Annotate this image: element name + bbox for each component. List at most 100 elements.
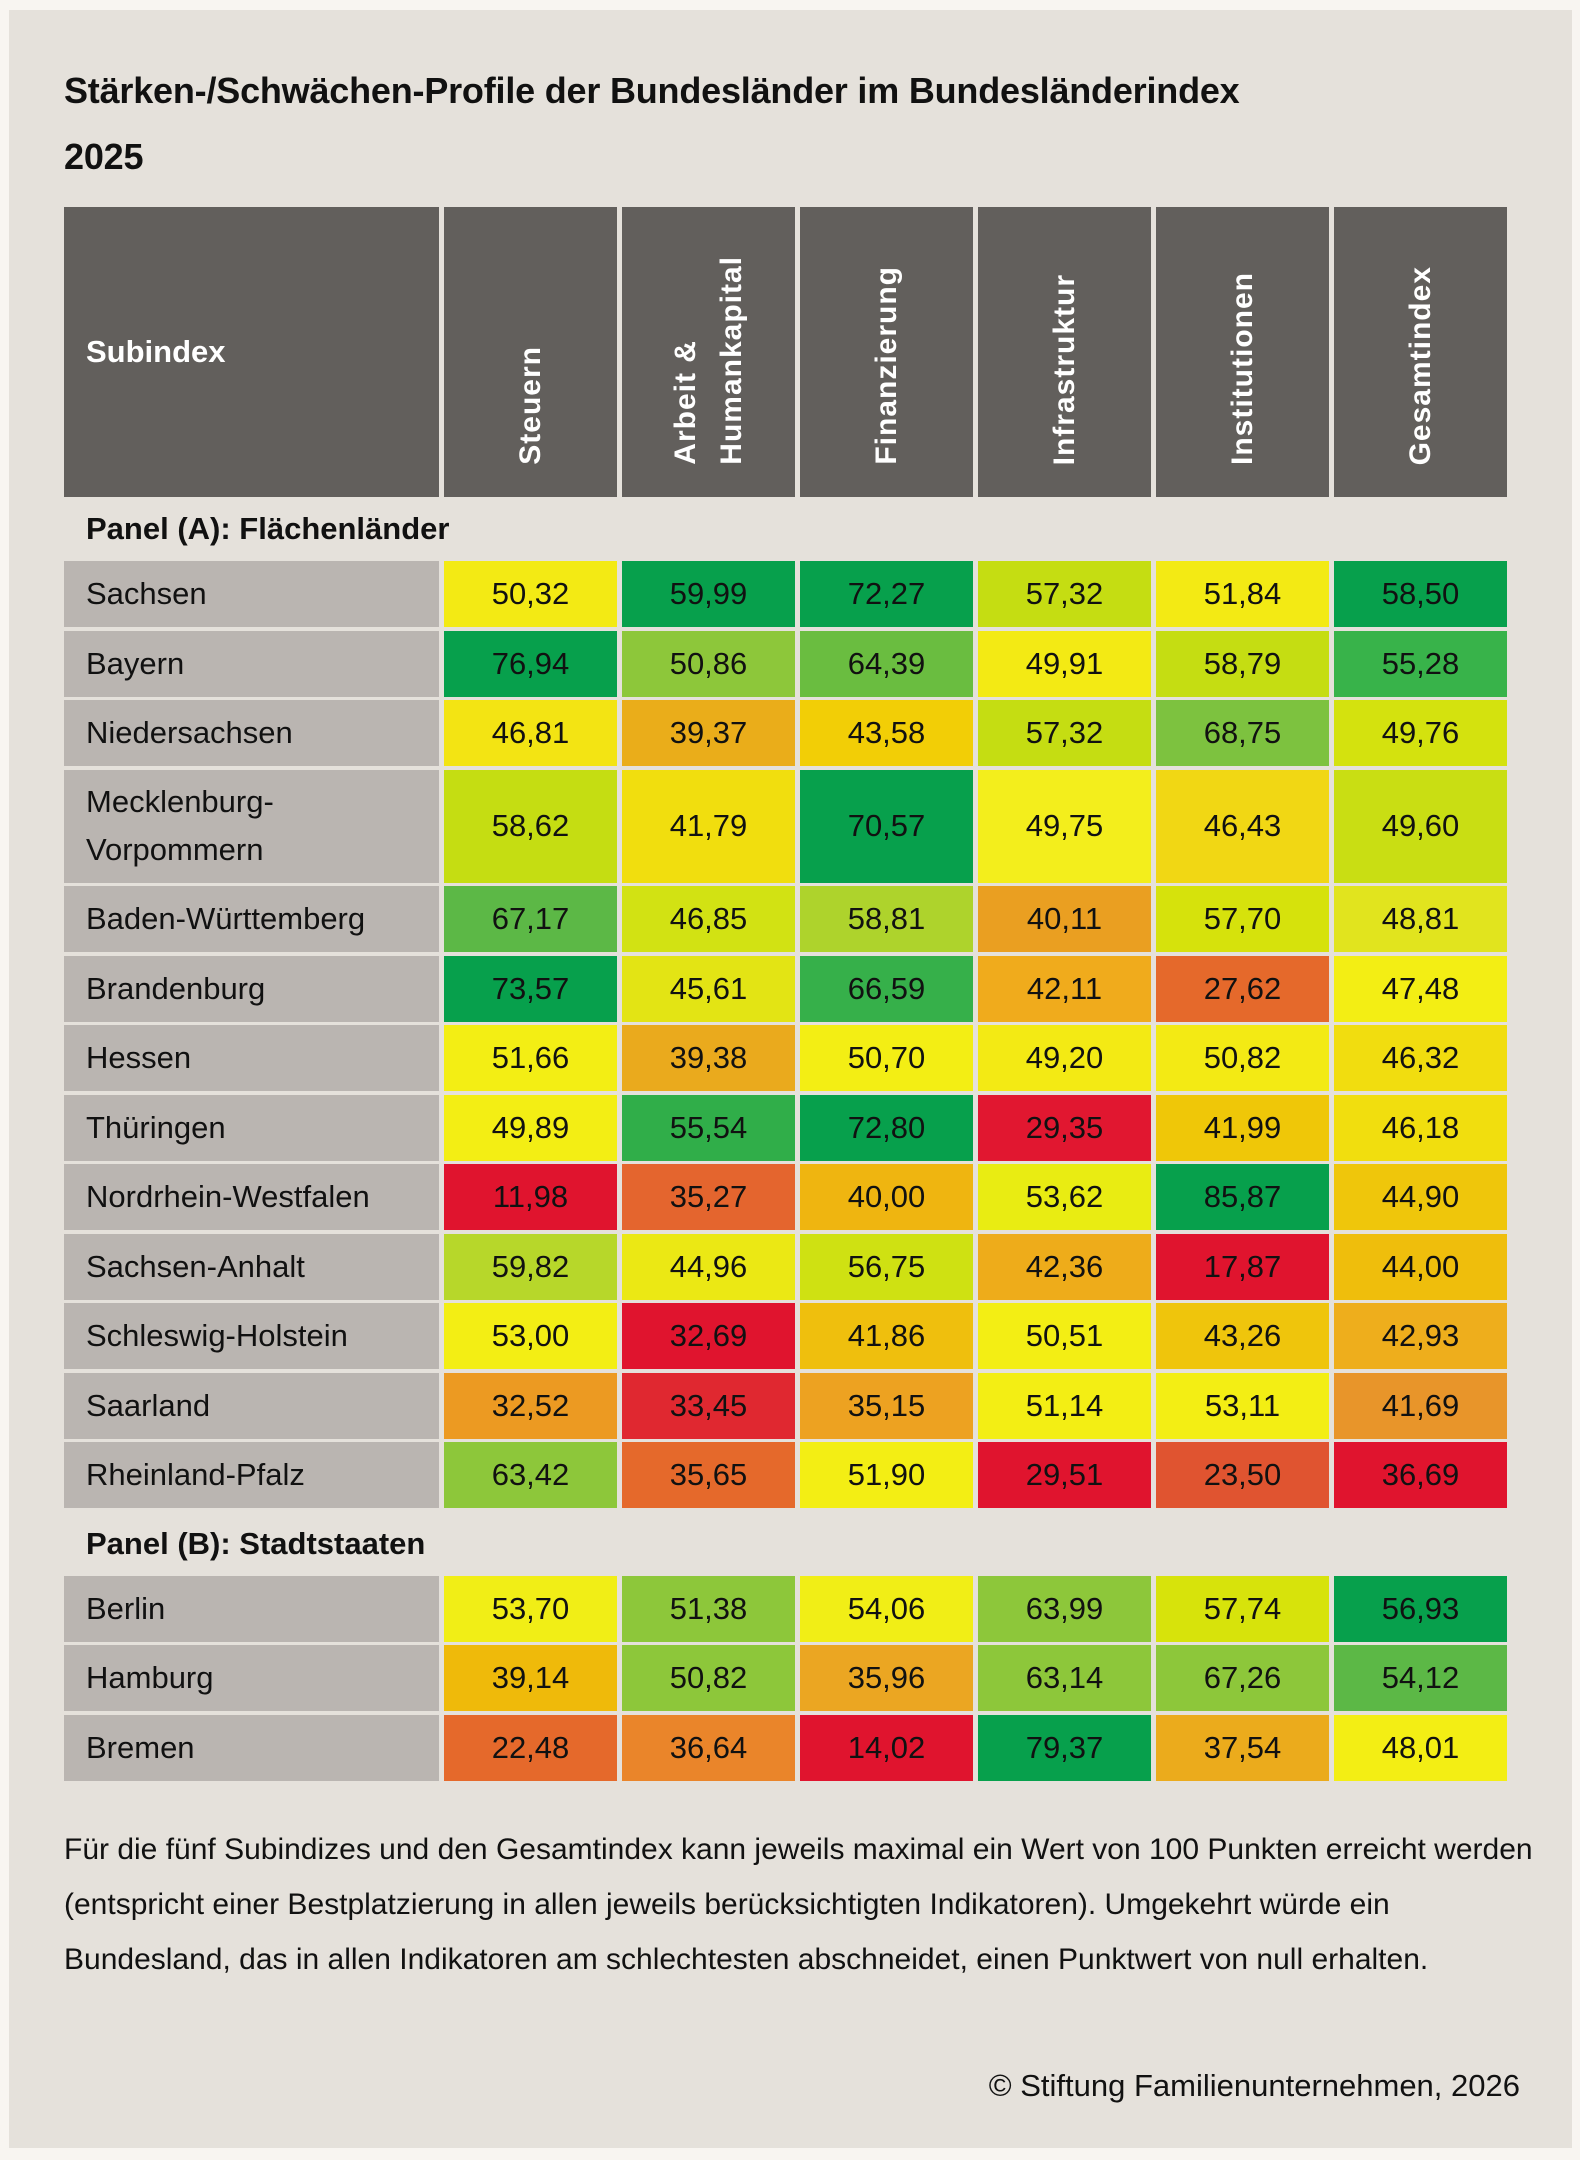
heatmap-cell: 29,51 [978, 1442, 1151, 1508]
heatmap-cell: 57,74 [1156, 1575, 1329, 1642]
heatmap-cell: 36,64 [622, 1714, 795, 1781]
heatmap-cell: 66,59 [800, 955, 973, 1022]
heatmap-cell: 49,75 [978, 769, 1151, 883]
heatmap-cell: 67,26 [1156, 1645, 1329, 1711]
header-subindex: Subindex [64, 207, 439, 497]
heatmap-cell: 46,18 [1334, 1094, 1507, 1161]
header-col-steuern: Steuern [444, 207, 617, 497]
heatmap-cell: 39,37 [622, 700, 795, 766]
row-label: Brandenburg [64, 955, 439, 1022]
heatmap-cell: 79,37 [978, 1714, 1151, 1781]
heatmap-cell: 55,28 [1334, 630, 1507, 697]
heatmap-cell: 35,15 [800, 1372, 973, 1439]
heatmap-cell: 41,86 [800, 1303, 973, 1369]
heatmap-cell: 53,11 [1156, 1372, 1329, 1439]
heatmap-cell: 72,80 [800, 1094, 973, 1161]
chart-title: Stärken-/Schwächen-Profile der Bundeslän… [64, 70, 1240, 177]
heatmap-cell: 50,86 [622, 630, 795, 697]
row-label: Hessen [64, 1025, 439, 1091]
heatmap-cell: 50,82 [622, 1645, 795, 1711]
heatmap-cell: 76,94 [444, 630, 617, 697]
heatmap-cell: 49,76 [1334, 700, 1507, 766]
heatmap-cell: 49,60 [1334, 769, 1507, 883]
heatmap-cell: 50,82 [1156, 1025, 1329, 1091]
copyright: © Stiftung Familienunternehmen, 2026 [988, 2068, 1520, 2103]
heatmap-cell: 70,57 [800, 769, 973, 883]
heatmap-cell: 35,96 [800, 1645, 973, 1711]
table-row: Schleswig-Holstein 53,00 32,69 41,86 50,51 43… [64, 1303, 1527, 1369]
heatmap-cell: 50,70 [800, 1025, 973, 1091]
heatmap-cell: 14,02 [800, 1714, 973, 1781]
row-label: Bayern [64, 630, 439, 697]
table-row: Sachsen 50,32 59,99 72,27 57,32 51,84 58,50 [64, 561, 1527, 627]
heatmap-cell: 11,98 [444, 1164, 617, 1230]
table-row: Baden-Württemberg 67,17 46,85 58,81 40,11 57,… [64, 886, 1527, 952]
heatmap-cell: 46,43 [1156, 769, 1329, 883]
heatmap-cell: 46,32 [1334, 1025, 1507, 1091]
heatmap-cell: 35,65 [622, 1442, 795, 1508]
heatmap-cell: 43,26 [1156, 1303, 1329, 1369]
heatmap-cell: 72,27 [800, 561, 973, 627]
heatmap-cell: 22,48 [444, 1714, 617, 1781]
table-row: Bayern 76,94 50,86 64,39 49,91 58,79 55,28 [64, 630, 1527, 697]
heatmap-cell: 50,32 [444, 561, 617, 627]
heatmap-cell: 51,14 [978, 1372, 1151, 1439]
heatmap-cell: 59,82 [444, 1233, 617, 1300]
heatmap-cell: 46,81 [444, 700, 617, 766]
heatmap-cell: 39,38 [622, 1025, 795, 1091]
heatmap-cell: 27,62 [1156, 955, 1329, 1022]
table-row: Hamburg 39,14 50,82 35,96 63,14 67,26 54,12 [64, 1645, 1527, 1711]
table-row: Hessen 51,66 39,38 50,70 49,20 50,82 46,32 [64, 1025, 1527, 1091]
panels: Panel (A): Flächenländer Sachsen 50,32 59,9… [64, 497, 1527, 1781]
heatmap-cell: 23,50 [1156, 1442, 1329, 1508]
table-row: Nordrhein-Westfalen 11,98 35,27 40,00 53,62 8… [64, 1164, 1527, 1230]
heatmap-cell: 29,35 [978, 1094, 1151, 1161]
row-label: Sachsen [64, 561, 439, 627]
heatmap-cell: 41,69 [1334, 1372, 1507, 1439]
heatmap-cell: 58,79 [1156, 630, 1329, 697]
heatmap-cell: 44,90 [1334, 1164, 1507, 1230]
table-row: Sachsen-Anhalt 59,82 44,96 56,75 42,36 17,87 4… [64, 1233, 1527, 1300]
table-row: Niedersachsen 46,81 39,37 43,58 57,32 68,75 49… [64, 700, 1527, 766]
footnote: Für die fünf Subindizes und den Gesamtin… [64, 1833, 1533, 1976]
heatmap-cell: 49,91 [978, 630, 1151, 697]
heatmap-table: Subindex Steuern Arbeit & Humankapital F… [64, 207, 1527, 1784]
heatmap-cell: 53,00 [444, 1303, 617, 1369]
row-label: Bremen [64, 1714, 439, 1781]
table-row: Rheinland-Pfalz 63,42 35,65 51,90 29,51 23,50… [64, 1442, 1527, 1508]
heatmap-cell: 49,20 [978, 1025, 1151, 1091]
row-label: Nordrhein-Westfalen [64, 1164, 439, 1230]
heatmap-cell: 42,36 [978, 1233, 1151, 1300]
heatmap-cell: 51,84 [1156, 561, 1329, 627]
table-row: Thüringen 49,89 55,54 72,80 29,35 41,99 46,18 [64, 1094, 1527, 1161]
row-label: Mecklenburg- Vorpommern [64, 769, 439, 883]
row-label: Hamburg [64, 1645, 439, 1711]
heatmap-cell: 46,85 [622, 886, 795, 952]
heatmap-cell: 58,62 [444, 769, 617, 883]
heatmap-cell: 45,61 [622, 955, 795, 1022]
heatmap-cell: 53,70 [444, 1575, 617, 1642]
row-label: Sachsen-Anhalt [64, 1233, 439, 1300]
heatmap-cell: 73,57 [444, 955, 617, 1022]
heatmap-cell: 33,45 [622, 1372, 795, 1439]
heatmap-cell: 63,14 [978, 1645, 1151, 1711]
heatmap-cell: 48,81 [1334, 886, 1507, 952]
table-row: Bremen 22,48 36,64 14,02 79,37 37,54 48,01 [64, 1714, 1527, 1781]
heatmap-cell: 32,69 [622, 1303, 795, 1369]
column-label: Finanzierung [869, 266, 903, 465]
heatmap-cell: 58,81 [800, 886, 973, 952]
heatmap-cell: 51,38 [622, 1575, 795, 1642]
heatmap-cell: 36,69 [1334, 1442, 1507, 1508]
table-row: Brandenburg 73,57 45,61 66,59 42,11 27,62 47,4… [64, 955, 1527, 1022]
heatmap-cell: 57,32 [978, 561, 1151, 627]
heatmap-cell: 48,01 [1334, 1714, 1507, 1781]
column-label: Institutionen [1225, 272, 1259, 465]
heatmap-cell: 57,70 [1156, 886, 1329, 952]
heatmap-cell: 57,32 [978, 700, 1151, 766]
panel-label: Panel (A): Flächenländer [86, 511, 450, 546]
heatmap-cell: 32,52 [444, 1372, 617, 1439]
heatmap-cell: 55,54 [622, 1094, 795, 1161]
table-row: Saarland 32,52 33,45 35,15 51,14 53,11 41,69 [64, 1372, 1527, 1439]
heatmap-cell: 39,14 [444, 1645, 617, 1711]
heatmap-cell: 35,27 [622, 1164, 795, 1230]
